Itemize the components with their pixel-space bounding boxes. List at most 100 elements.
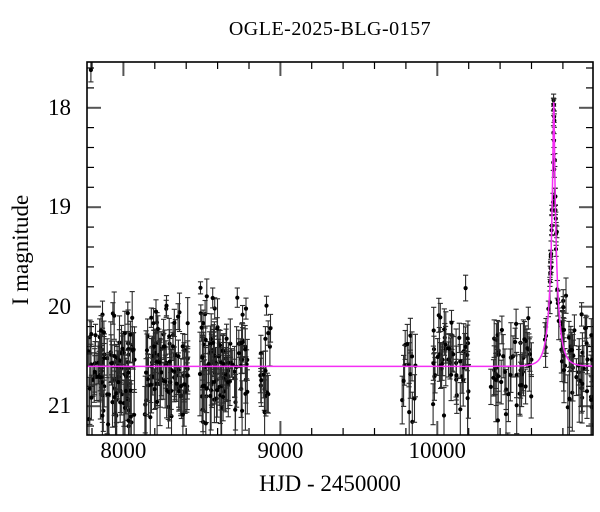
data-point bbox=[197, 331, 203, 417]
data-point bbox=[411, 374, 418, 423]
data-point bbox=[214, 317, 220, 340]
data-point bbox=[163, 295, 170, 317]
data-point bbox=[453, 345, 459, 405]
data-point bbox=[240, 304, 246, 325]
data-point bbox=[113, 363, 119, 424]
data-point bbox=[236, 338, 242, 369]
data-point bbox=[579, 302, 585, 327]
data-point bbox=[407, 349, 413, 399]
data-point bbox=[488, 368, 494, 406]
data-point bbox=[563, 277, 569, 314]
data-point bbox=[521, 321, 527, 358]
data-point bbox=[225, 355, 231, 410]
data-point bbox=[554, 225, 560, 239]
y-tick-label: 19 bbox=[48, 194, 71, 220]
data-point bbox=[98, 315, 104, 346]
data-point bbox=[210, 287, 216, 309]
data-point bbox=[125, 349, 131, 396]
data-point bbox=[456, 322, 462, 354]
data-point bbox=[498, 359, 504, 405]
data-point bbox=[125, 301, 131, 325]
outlier-point bbox=[88, 62, 94, 83]
data-point bbox=[430, 383, 436, 426]
data-point bbox=[513, 308, 519, 340]
data-point bbox=[495, 390, 501, 435]
data-point bbox=[457, 343, 463, 379]
data-point bbox=[508, 322, 514, 393]
data-point bbox=[123, 367, 129, 415]
data-point bbox=[463, 274, 469, 302]
data-point bbox=[582, 314, 588, 342]
data-point bbox=[170, 331, 176, 362]
data-point bbox=[184, 351, 190, 400]
data-point bbox=[131, 388, 137, 435]
data-point bbox=[505, 432, 511, 435]
data-point bbox=[155, 315, 161, 343]
x-tick-label: 9000 bbox=[257, 438, 304, 463]
data-points-layer bbox=[87, 93, 593, 435]
data-point bbox=[401, 354, 407, 407]
data-point bbox=[144, 333, 150, 368]
data-point bbox=[223, 348, 229, 401]
data-point bbox=[105, 396, 111, 435]
data-point bbox=[150, 308, 157, 339]
data-point bbox=[443, 325, 449, 364]
data-point bbox=[412, 333, 418, 398]
data-point bbox=[512, 327, 518, 357]
data-point bbox=[122, 310, 128, 356]
data-point bbox=[584, 363, 590, 419]
data-point bbox=[166, 317, 172, 355]
data-point bbox=[588, 375, 593, 425]
data-point bbox=[517, 354, 523, 417]
data-point bbox=[175, 303, 181, 331]
data-point bbox=[507, 348, 513, 402]
data-point bbox=[437, 302, 443, 333]
data-point bbox=[525, 306, 531, 330]
data-point bbox=[199, 313, 205, 342]
data-point bbox=[115, 364, 121, 400]
data-point bbox=[588, 318, 593, 353]
data-point bbox=[97, 334, 103, 420]
data-point bbox=[243, 297, 249, 320]
data-point bbox=[262, 326, 268, 352]
data-point bbox=[180, 389, 186, 435]
data-point bbox=[267, 313, 274, 343]
data-point bbox=[430, 345, 436, 381]
data-point bbox=[210, 324, 216, 362]
data-point bbox=[207, 353, 213, 435]
data-point bbox=[167, 337, 173, 386]
y-tick-label: 18 bbox=[48, 94, 71, 120]
data-point bbox=[88, 62, 94, 83]
data-point bbox=[200, 361, 206, 412]
data-point bbox=[514, 376, 520, 435]
plot-frame bbox=[86, 61, 594, 436]
data-point bbox=[409, 331, 415, 382]
data-point bbox=[197, 281, 204, 295]
data-point bbox=[148, 307, 154, 328]
data-point bbox=[258, 353, 264, 407]
data-point bbox=[571, 314, 577, 347]
data-point bbox=[560, 296, 566, 319]
x-tick-label: 8000 bbox=[100, 438, 147, 463]
data-point bbox=[263, 295, 270, 316]
data-point bbox=[265, 320, 271, 346]
data-point bbox=[234, 287, 240, 308]
data-point bbox=[435, 338, 441, 376]
data-point bbox=[109, 344, 115, 383]
data-point bbox=[523, 368, 529, 405]
data-point bbox=[446, 333, 452, 364]
x-tick-label: 10000 bbox=[408, 438, 467, 463]
data-point bbox=[465, 363, 471, 419]
data-point bbox=[203, 325, 209, 355]
data-point bbox=[528, 374, 534, 419]
chart-title: OGLE-2025-BLG-0157 bbox=[228, 18, 432, 40]
data-point bbox=[151, 368, 158, 410]
data-point bbox=[143, 330, 149, 415]
y-tick-label: 20 bbox=[48, 293, 71, 319]
data-point bbox=[220, 341, 226, 386]
data-point bbox=[465, 324, 471, 353]
model-curve bbox=[87, 102, 593, 368]
data-point bbox=[205, 344, 212, 384]
